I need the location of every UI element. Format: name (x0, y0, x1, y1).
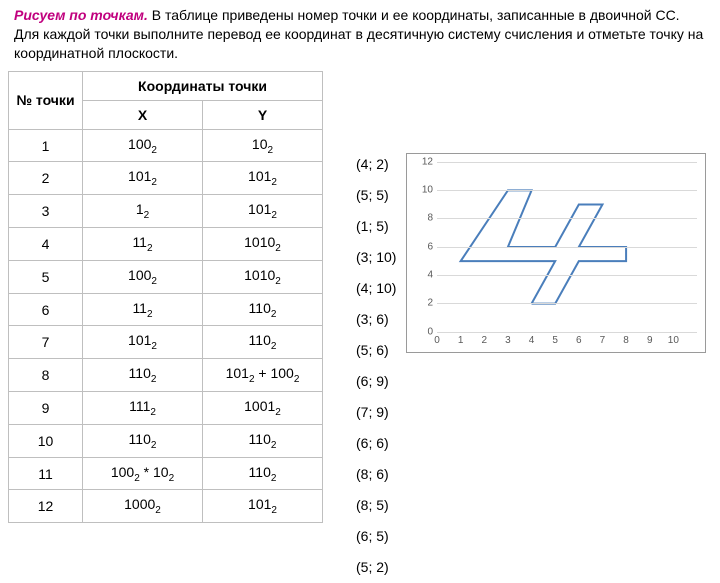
col-num-header: № точки (9, 71, 83, 129)
cell-y: 1012 + 1002 (203, 359, 323, 392)
gridline (437, 275, 697, 276)
table-row: 9111210012 (9, 392, 323, 425)
coords-table: № точки Координаты точки X Y 11002102210… (8, 71, 323, 524)
cell-y: 1102 (203, 424, 323, 457)
task-header: Рисуем по точкам. В таблице приведены но… (0, 0, 720, 71)
x-tick-label: 9 (640, 335, 660, 346)
cell-x: 12 (83, 195, 203, 228)
x-tick-label: 10 (663, 335, 683, 346)
x-tick-label: 0 (427, 335, 447, 346)
cell-x: 1112 (83, 392, 203, 425)
y-tick-label: 8 (413, 213, 433, 224)
x-tick-label: 1 (451, 335, 471, 346)
cell-y: 1012 (203, 490, 323, 523)
gridline (437, 247, 697, 248)
cell-x: 1102 (83, 424, 203, 457)
col-y-header: Y (203, 100, 323, 129)
table-row: 61121102 (9, 293, 323, 326)
cell-num: 11 (9, 457, 83, 490)
cell-num: 12 (9, 490, 83, 523)
x-tick-label: 2 (474, 335, 494, 346)
table-row: 3121012 (9, 195, 323, 228)
pair-item: (6; 5) (356, 521, 406, 552)
cell-num: 4 (9, 228, 83, 261)
cell-x: 10002 (83, 490, 203, 523)
gridline (437, 332, 697, 333)
gridline (437, 190, 697, 191)
col-coord-header: Координаты точки (83, 71, 323, 100)
coordinate-chart: 024681012012345678910 (406, 153, 706, 353)
gridline (437, 303, 697, 304)
cell-x: 1012 (83, 162, 203, 195)
cell-num: 2 (9, 162, 83, 195)
table-row: 710121102 (9, 326, 323, 359)
cell-y: 1102 (203, 326, 323, 359)
plot-area: 024681012012345678910 (437, 162, 697, 332)
table-row: 411210102 (9, 228, 323, 261)
pair-item: (8; 6) (356, 459, 406, 490)
pair-item: (5; 6) (356, 335, 406, 366)
decimal-pairs: (4; 2)(5; 5)(1; 5)(3; 10)(4; 10)(3; 6)(5… (356, 149, 406, 583)
cell-y: 1012 (203, 162, 323, 195)
cell-y: 10102 (203, 228, 323, 261)
pair-item: (1; 5) (356, 211, 406, 242)
cell-x: 1002 * 102 (83, 457, 203, 490)
cell-y: 10102 (203, 260, 323, 293)
cell-num: 8 (9, 359, 83, 392)
x-tick-label: 8 (616, 335, 636, 346)
y-tick-label: 10 (413, 185, 433, 196)
table-row: 811021012 + 1002 (9, 359, 323, 392)
cell-num: 3 (9, 195, 83, 228)
y-tick-label: 2 (413, 298, 433, 309)
pair-item: (7; 9) (356, 397, 406, 428)
x-tick-label: 5 (545, 335, 565, 346)
cell-y: 1102 (203, 457, 323, 490)
cell-num: 7 (9, 326, 83, 359)
pair-item: (5; 2) (356, 552, 406, 583)
table-row: 5100210102 (9, 260, 323, 293)
gridline (437, 162, 697, 163)
cell-x: 1102 (83, 359, 203, 392)
pair-item: (4; 10) (356, 273, 406, 304)
x-tick-label: 4 (522, 335, 542, 346)
y-tick-label: 4 (413, 270, 433, 281)
cell-y: 10012 (203, 392, 323, 425)
cell-y: 102 (203, 129, 323, 162)
cell-x: 1002 (83, 260, 203, 293)
y-tick-label: 12 (413, 156, 433, 167)
cell-num: 9 (9, 392, 83, 425)
cell-num: 10 (9, 424, 83, 457)
pair-item: (4; 2) (356, 149, 406, 180)
gridline (437, 218, 697, 219)
table-row: 1011021102 (9, 424, 323, 457)
cell-y: 1102 (203, 293, 323, 326)
cell-x: 112 (83, 228, 203, 261)
y-tick-label: 6 (413, 241, 433, 252)
pair-item: (6; 9) (356, 366, 406, 397)
pair-item: (6; 6) (356, 428, 406, 459)
cell-y: 1012 (203, 195, 323, 228)
x-tick-label: 6 (569, 335, 589, 346)
title-lead: Рисуем по точкам. (14, 7, 148, 23)
cell-num: 6 (9, 293, 83, 326)
table-body: 1100210221012101231210124112101025100210… (9, 129, 323, 523)
cell-num: 1 (9, 129, 83, 162)
x-tick-label: 7 (592, 335, 612, 346)
cell-num: 5 (9, 260, 83, 293)
pair-item: (8; 5) (356, 490, 406, 521)
pair-item: (3; 10) (356, 242, 406, 273)
cell-x: 1012 (83, 326, 203, 359)
table-row: 111002 * 1021102 (9, 457, 323, 490)
table-row: 210121012 (9, 162, 323, 195)
pair-item: (5; 5) (356, 180, 406, 211)
cell-x: 1002 (83, 129, 203, 162)
col-x-header: X (83, 100, 203, 129)
x-tick-label: 3 (498, 335, 518, 346)
table-row: 11002102 (9, 129, 323, 162)
cell-x: 112 (83, 293, 203, 326)
pair-item: (3; 6) (356, 304, 406, 335)
table-row: 12100021012 (9, 490, 323, 523)
